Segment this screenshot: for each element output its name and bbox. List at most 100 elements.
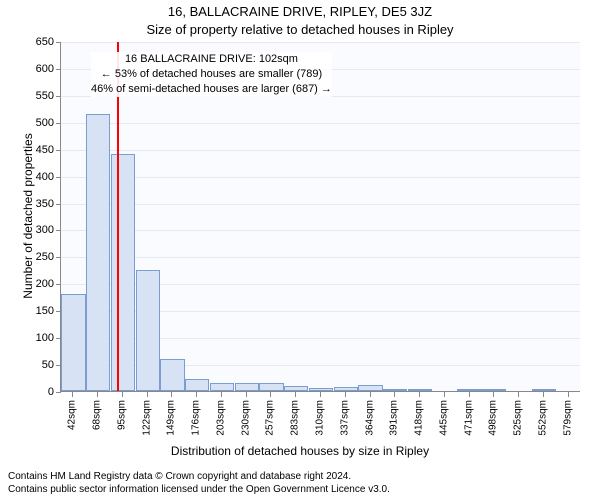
histogram-bar: [160, 359, 184, 391]
histogram-bar: [86, 114, 110, 391]
xtick-label: 122sqm: [141, 400, 152, 436]
xtick-mark: [97, 392, 98, 397]
histogram-bar: [136, 270, 160, 391]
xtick-mark: [345, 392, 346, 397]
ytick-label: 350: [20, 198, 54, 210]
xtick-label: 471sqm: [463, 400, 474, 436]
histogram-bar: [111, 154, 135, 391]
xtick-mark: [270, 392, 271, 397]
histogram-bar: [457, 389, 481, 391]
histogram-bar: [284, 386, 308, 391]
xtick-label: 42sqm: [67, 400, 78, 430]
xtick-mark: [518, 392, 519, 397]
histogram-bar: [408, 389, 432, 391]
histogram-bar: [334, 387, 358, 391]
chart-container: 16, BALLACRAINE DRIVE, RIPLEY, DE5 3JZ S…: [0, 0, 600, 500]
xtick-mark: [469, 392, 470, 397]
xtick-mark: [221, 392, 222, 397]
gridline-h: [61, 230, 580, 231]
xtick-label: 283sqm: [290, 400, 301, 436]
xtick-mark: [295, 392, 296, 397]
annotation-line: ← 53% of detached houses are smaller (78…: [91, 67, 332, 82]
xtick-label: 498sqm: [488, 400, 499, 436]
xtick-label: 525sqm: [513, 400, 524, 436]
ytick-label: 200: [20, 278, 54, 290]
xtick-label: 391sqm: [389, 400, 400, 436]
plot-area: 16 BALLACRAINE DRIVE: 102sqm← 53% of det…: [60, 42, 580, 392]
xtick-label: 68sqm: [92, 400, 103, 430]
xtick-mark: [122, 392, 123, 397]
ytick-mark: [56, 177, 61, 178]
ytick-mark: [56, 392, 61, 393]
chart-subtitle: Size of property relative to detached ho…: [0, 22, 600, 37]
xtick-mark: [147, 392, 148, 397]
gridline-h: [61, 257, 580, 258]
ytick-label: 400: [20, 171, 54, 183]
ytick-mark: [56, 150, 61, 151]
gridline-h: [61, 123, 580, 124]
ytick-label: 0: [20, 386, 54, 398]
histogram-bar: [210, 383, 234, 391]
histogram-bar: [309, 388, 333, 391]
xtick-label: 337sqm: [339, 400, 350, 436]
histogram-bar: [532, 389, 556, 391]
x-axis-label: Distribution of detached houses by size …: [0, 444, 600, 458]
ytick-mark: [56, 96, 61, 97]
gridline-h: [61, 177, 580, 178]
xtick-label: 310sqm: [315, 400, 326, 436]
xtick-mark: [72, 392, 73, 397]
footer-copyright: Contains HM Land Registry data © Crown c…: [8, 470, 390, 496]
xtick-label: 364sqm: [364, 400, 375, 436]
annotation-line: 46% of semi-detached houses are larger (…: [91, 82, 332, 97]
xtick-label: 257sqm: [265, 400, 276, 436]
xtick-mark: [370, 392, 371, 397]
xtick-mark: [171, 392, 172, 397]
xtick-label: 203sqm: [215, 400, 226, 436]
ytick-label: 150: [20, 305, 54, 317]
ytick-mark: [56, 230, 61, 231]
ytick-label: 600: [20, 63, 54, 75]
xtick-mark: [419, 392, 420, 397]
xtick-label: 579sqm: [562, 400, 573, 436]
ytick-label: 250: [20, 251, 54, 263]
ytick-mark: [56, 257, 61, 258]
xtick-label: 552sqm: [537, 400, 548, 436]
xtick-mark: [320, 392, 321, 397]
xtick-label: 95sqm: [116, 400, 127, 430]
histogram-bar: [235, 383, 259, 391]
xtick-label: 176sqm: [191, 400, 202, 436]
ytick-label: 100: [20, 332, 54, 344]
annotation-line: 16 BALLACRAINE DRIVE: 102sqm: [91, 52, 332, 67]
xtick-mark: [568, 392, 569, 397]
histogram-bar: [259, 383, 283, 391]
xtick-mark: [543, 392, 544, 397]
ytick-label: 50: [20, 359, 54, 371]
ytick-label: 450: [20, 144, 54, 156]
ytick-label: 650: [20, 36, 54, 48]
xtick-label: 445sqm: [438, 400, 449, 436]
xtick-label: 418sqm: [414, 400, 425, 436]
ytick-label: 300: [20, 224, 54, 236]
ytick-mark: [56, 42, 61, 43]
ytick-mark: [56, 69, 61, 70]
histogram-bar: [383, 389, 407, 391]
ytick-label: 500: [20, 117, 54, 129]
xtick-mark: [246, 392, 247, 397]
ytick-mark: [56, 204, 61, 205]
ytick-label: 550: [20, 90, 54, 102]
histogram-bar: [358, 385, 382, 391]
chart-title-address: 16, BALLACRAINE DRIVE, RIPLEY, DE5 3JZ: [0, 4, 600, 19]
xtick-mark: [444, 392, 445, 397]
histogram-bar: [482, 389, 506, 391]
gridline-h: [61, 204, 580, 205]
gridline-h: [61, 42, 580, 43]
xtick-label: 149sqm: [166, 400, 177, 436]
xtick-mark: [394, 392, 395, 397]
gridline-h: [61, 150, 580, 151]
xtick-label: 230sqm: [240, 400, 251, 436]
annotation-box: 16 BALLACRAINE DRIVE: 102sqm← 53% of det…: [91, 52, 332, 97]
ytick-mark: [56, 123, 61, 124]
histogram-bar: [61, 294, 85, 391]
ytick-mark: [56, 284, 61, 285]
xtick-mark: [196, 392, 197, 397]
